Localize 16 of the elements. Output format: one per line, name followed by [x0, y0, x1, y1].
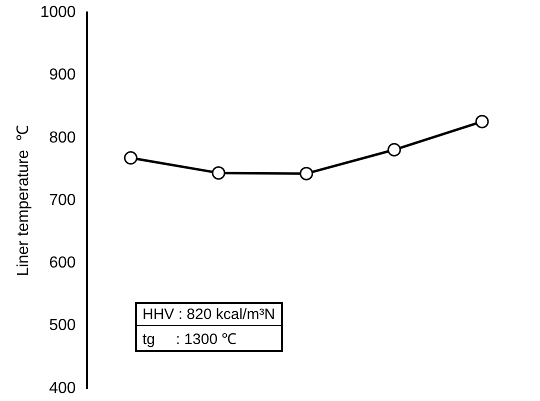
y-tick-label: 900	[49, 66, 76, 84]
point	[124, 151, 138, 165]
y-tick-label: 800	[49, 129, 76, 146]
annotation: tg : 1300 ℃	[136, 326, 282, 350]
text-box: HHV : 820 kcal/m³N tg : 1300 ℃	[135, 302, 283, 352]
point	[212, 166, 226, 180]
y-tick-label: 600	[49, 254, 76, 272]
y-tick-label: 400	[49, 380, 76, 397]
annotation: HHV : 820 kcal/m³N	[136, 304, 282, 324]
y-tick-label: 700	[49, 192, 76, 209]
point	[475, 114, 489, 128]
point	[387, 143, 401, 157]
point	[300, 166, 314, 180]
y-axis-title: Liner temperature ℃	[15, 124, 32, 276]
y-tick-label: 1000	[40, 4, 76, 22]
y-tick-label: 500	[49, 317, 76, 334]
